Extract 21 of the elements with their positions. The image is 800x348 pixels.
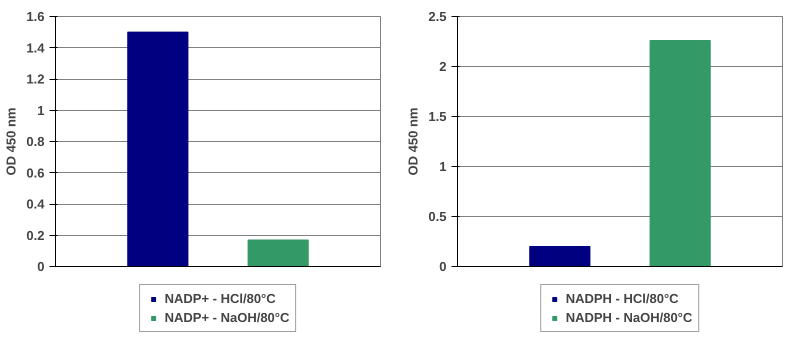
y-tick-label: 1.6 [26, 9, 45, 24]
y-tick-label: 0.2 [26, 228, 45, 243]
legend-label: NADPH - NaOH/80°C [566, 310, 692, 325]
y-tick-label: 0.8 [26, 134, 45, 149]
y-tick-label: 1 [37, 102, 45, 118]
y-tick-label: 1.5 [428, 109, 447, 124]
y-axis-title: OD 450 nm [3, 108, 18, 176]
y-tick-label: 0.5 [428, 209, 447, 224]
y-tick-label: 0.4 [26, 196, 46, 212]
y-tick-label: 1.2 [26, 72, 45, 86]
legend-label: NADP+ - HCl/80°C [164, 291, 276, 306]
y-tick-label: 1.4 [26, 40, 46, 56]
legend-label: NADPH - HCl/80°C [566, 291, 679, 306]
y-axis-title: OD 450 nm [405, 108, 420, 176]
y-tick-label: 2.5 [428, 9, 447, 24]
legend-label: NADP+ - NaOH/80°C [164, 310, 290, 325]
y-tick-label: 0 [439, 259, 447, 274]
y-tick-label: 0.6 [26, 165, 45, 180]
y-tick-label: 0 [37, 259, 45, 274]
y-tick-label: 2 [439, 59, 447, 74]
y-tick-label: 1 [439, 159, 447, 174]
